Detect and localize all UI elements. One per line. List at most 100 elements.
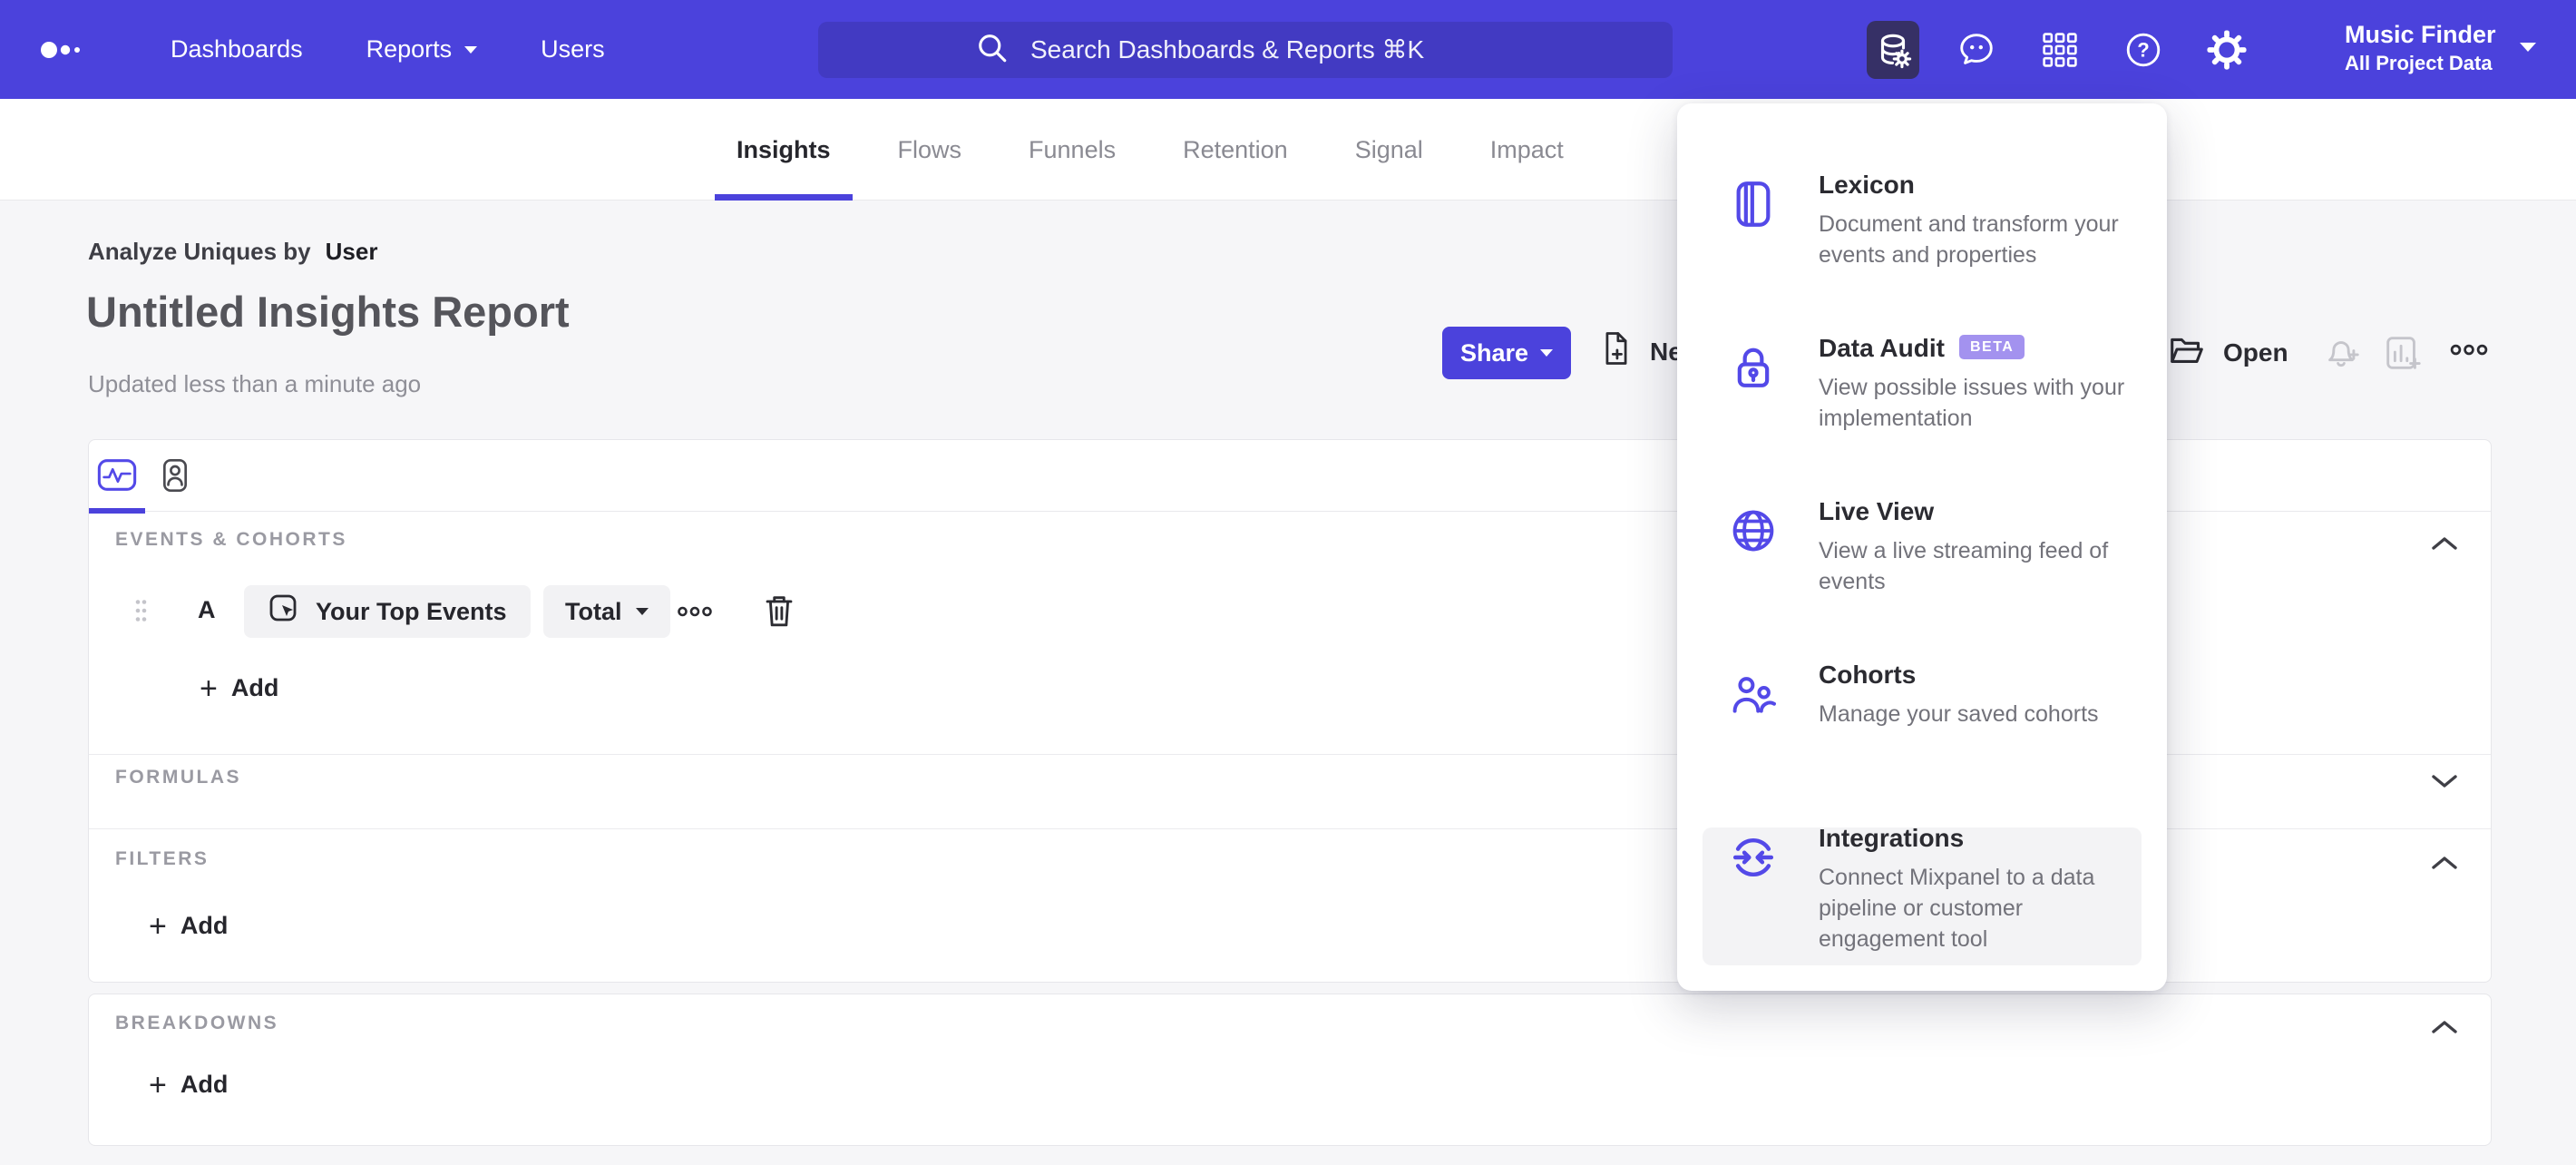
- pulse-chart-icon: [97, 459, 137, 491]
- analyze-by-selector[interactable]: User: [325, 238, 378, 265]
- drag-handle[interactable]: [134, 598, 148, 628]
- mixpanel-logo-icon[interactable]: [40, 38, 87, 66]
- events-section-label: EVENTS & COHORTS: [115, 529, 347, 550]
- top-navbar: Dashboards Reports Users: [0, 0, 2576, 99]
- nav-dashboards[interactable]: Dashboards: [171, 35, 303, 64]
- project-selector[interactable]: Music Finder All Project Data: [2345, 19, 2496, 77]
- tab-signal[interactable]: Signal: [1333, 99, 1445, 201]
- plus-icon: +: [149, 908, 167, 944]
- tab-retention-label: Retention: [1183, 135, 1288, 163]
- tab-signal-label: Signal: [1354, 135, 1423, 163]
- global-search[interactable]: [818, 22, 1673, 78]
- menu-item-live-view[interactable]: Live View View a live streaming feed of …: [1677, 487, 2167, 651]
- tab-impact-label: Impact: [1489, 135, 1564, 163]
- data-management-menu: Lexicon Document and transform your even…: [1677, 103, 2167, 991]
- tab-retention[interactable]: Retention: [1161, 99, 1310, 201]
- aggregation-dropdown[interactable]: Total: [543, 585, 670, 638]
- person-card-icon: [163, 459, 187, 492]
- cohorts-icon: [1728, 669, 1779, 720]
- primary-nav: Dashboards Reports Users: [171, 0, 605, 99]
- menu-item-description: View a live streaming feed of events: [1819, 538, 2109, 594]
- tab-insights-label: Insights: [737, 135, 831, 163]
- menu-item-title: Cohorts: [1819, 661, 1917, 689]
- profiles-view-tab[interactable]: [154, 453, 196, 498]
- apps-grid-icon[interactable]: [2034, 21, 2086, 79]
- menu-item-data-audit[interactable]: Data Audit BETA View possible issues with…: [1677, 324, 2167, 487]
- builder-view-tabs: [89, 440, 2491, 514]
- menu-item-integrations[interactable]: Integrations Connect Mixpanel to a data …: [1677, 814, 2167, 977]
- create-alert-icon[interactable]: [2320, 332, 2362, 378]
- collapse-breakdowns-icon[interactable]: [2429, 1018, 2460, 1036]
- add-chart-icon[interactable]: [2382, 332, 2424, 378]
- kicker-prefix: Analyze Uniques by: [88, 238, 311, 265]
- open-report-button[interactable]: Open: [2166, 328, 2288, 377]
- collapse-events-icon[interactable]: [2429, 534, 2460, 553]
- share-button[interactable]: Share: [1442, 327, 1571, 379]
- event-select-label: Your Top Events: [316, 597, 507, 625]
- more-options-icon[interactable]: [2449, 343, 2489, 361]
- help-icon[interactable]: ?: [2117, 21, 2170, 79]
- updated-timestamp: Updated less than a minute ago: [88, 370, 422, 397]
- tab-flows[interactable]: Flows: [876, 99, 984, 201]
- tab-impact[interactable]: Impact: [1469, 99, 1586, 201]
- event-more-options-icon[interactable]: [677, 605, 713, 622]
- report-type-tabstrip: Insights Flows Funnels Retention Signal …: [0, 99, 2576, 201]
- menu-item-hover-highlight: [1703, 827, 2142, 965]
- new-report-icon: [1596, 328, 1636, 375]
- nav-users[interactable]: Users: [541, 35, 605, 64]
- report-tabs: Insights Flows Funnels Retention Signal …: [715, 99, 1586, 201]
- chevron-down-icon: [635, 608, 649, 615]
- book-icon: [1728, 179, 1779, 230]
- delete-event-icon[interactable]: [758, 591, 800, 637]
- menu-item-title: Integrations: [1819, 824, 1965, 852]
- menu-item-title: Live View: [1819, 497, 1935, 525]
- project-scope: All Project Data: [2345, 52, 2493, 74]
- chevron-down-icon: [464, 45, 478, 54]
- menu-item-cohorts[interactable]: Cohorts Manage your saved cohorts: [1677, 651, 2167, 814]
- menu-item-lexicon[interactable]: Lexicon Document and transform your even…: [1677, 161, 2167, 324]
- menu-item-title-text: Data Audit: [1819, 334, 1945, 362]
- analysis-kicker: Analyze Uniques by User: [88, 238, 377, 266]
- menu-item-title: Data Audit BETA: [1819, 334, 2025, 363]
- add-event-button[interactable]: + Add: [200, 671, 279, 706]
- event-select-button[interactable]: Your Top Events: [244, 585, 531, 638]
- data-management-icon[interactable]: [1867, 20, 1919, 79]
- plus-icon: +: [200, 671, 218, 706]
- folder-open-icon: [2166, 328, 2208, 377]
- tab-insights[interactable]: Insights: [715, 99, 853, 201]
- nav-users-label: Users: [541, 35, 605, 63]
- plus-icon: +: [149, 1067, 167, 1102]
- chevron-down-icon[interactable]: [2520, 43, 2536, 52]
- collapse-filters-icon[interactable]: [2429, 854, 2460, 872]
- tab-flows-label: Flows: [897, 135, 962, 163]
- nav-reports[interactable]: Reports: [366, 35, 478, 64]
- event-click-icon: [268, 592, 300, 631]
- add-filter-button[interactable]: + Add: [149, 908, 228, 944]
- menu-item-title: Lexicon: [1819, 171, 1915, 199]
- add-breakdown-label: Add: [180, 1071, 229, 1098]
- section-divider: [89, 828, 2491, 829]
- add-event-label: Add: [230, 674, 279, 701]
- search-input[interactable]: [1029, 34, 1518, 65]
- events-view-tab[interactable]: [96, 453, 138, 498]
- active-tab-underline: [715, 194, 853, 201]
- settings-icon[interactable]: [2200, 21, 2253, 79]
- breakdowns-section-label: BREAKDOWNS: [115, 1013, 279, 1033]
- nav-dashboards-label: Dashboards: [171, 35, 303, 63]
- beta-badge: BETA: [1958, 334, 2025, 359]
- search-icon: [972, 28, 1012, 73]
- feedback-icon[interactable]: [1950, 21, 2003, 79]
- section-divider: [89, 754, 2491, 755]
- menu-item-description: Document and transform your events and p…: [1819, 211, 2119, 268]
- filters-section-label: FILTERS: [115, 848, 210, 869]
- lock-icon: [1728, 342, 1779, 393]
- expand-formulas-icon[interactable]: [2429, 772, 2460, 790]
- add-breakdown-button[interactable]: + Add: [149, 1067, 229, 1102]
- menu-item-description: View possible issues with your implement…: [1819, 375, 2125, 431]
- integrations-icon: [1728, 832, 1779, 883]
- tab-funnels-label: Funnels: [1029, 135, 1117, 163]
- tab-funnels[interactable]: Funnels: [1007, 99, 1137, 201]
- project-name: Music Finder: [2345, 21, 2496, 48]
- aggregation-label: Total: [565, 597, 622, 625]
